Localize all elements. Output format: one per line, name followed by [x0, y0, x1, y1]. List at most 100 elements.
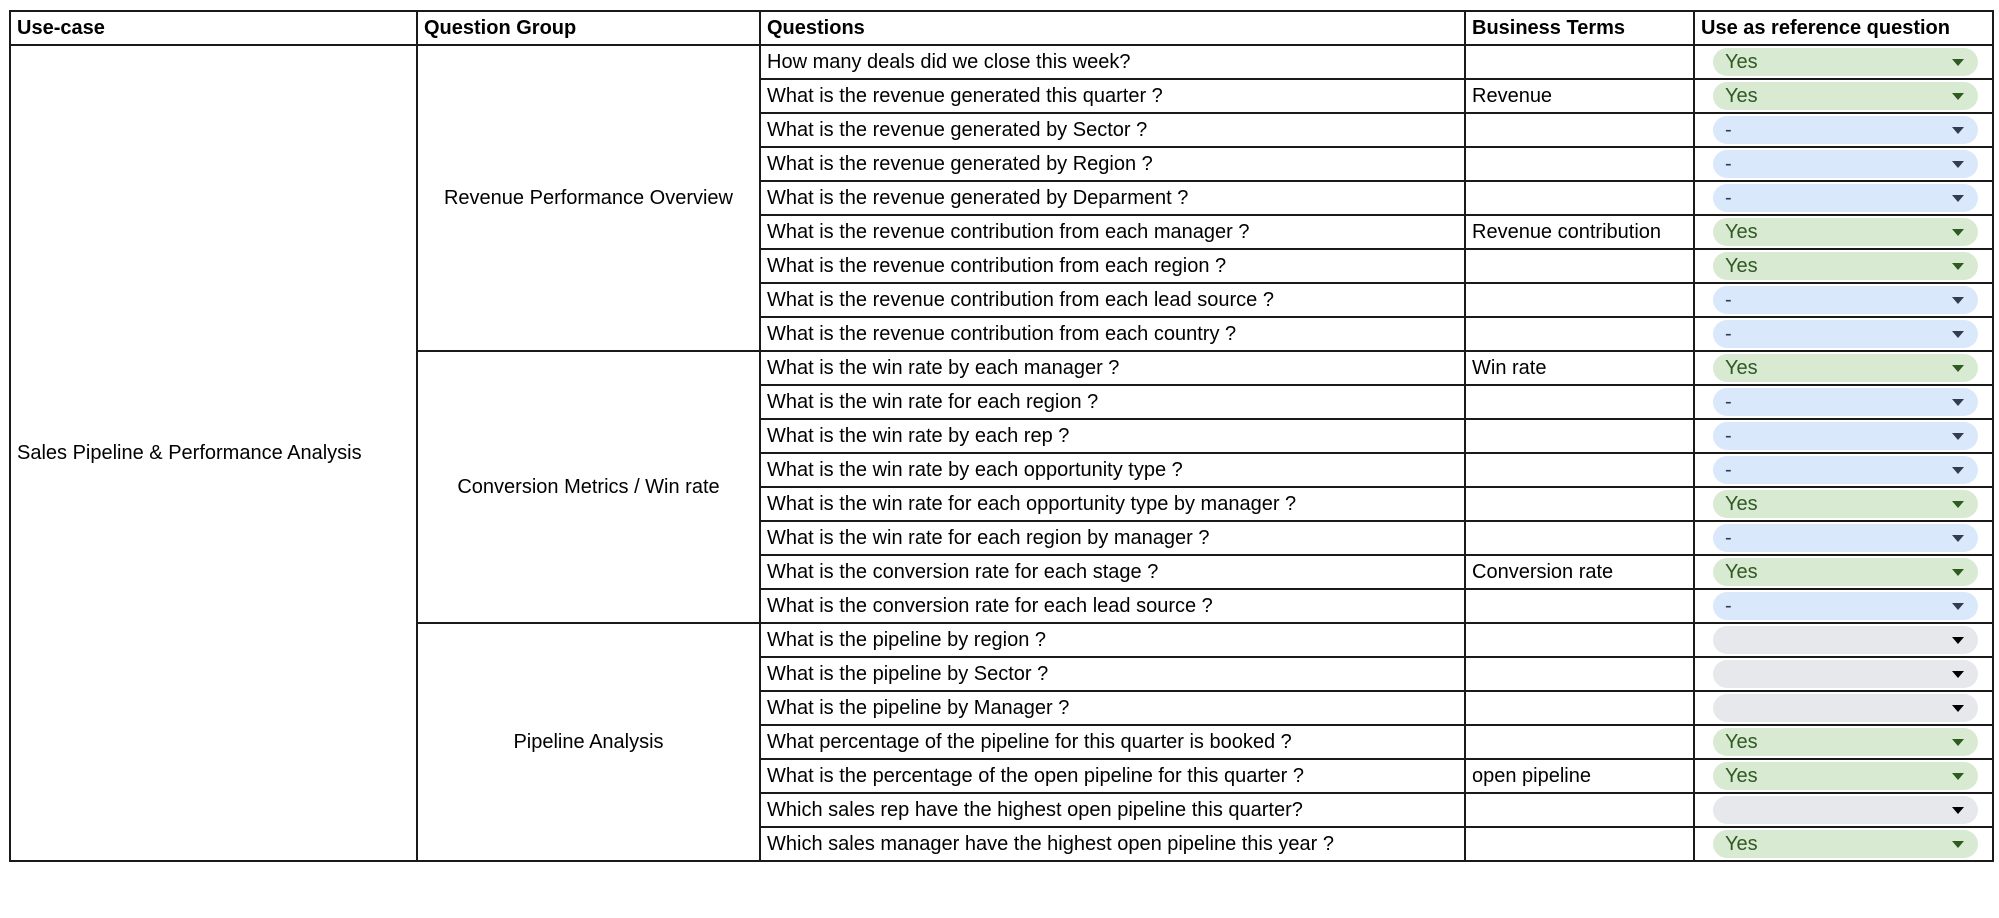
- reference-dropdown[interactable]: Yes: [1713, 830, 1978, 858]
- question-cell[interactable]: Which sales rep have the highest open pi…: [759, 792, 1466, 828]
- chevron-down-icon[interactable]: [1952, 500, 1964, 508]
- reference-dropdown[interactable]: -: [1713, 320, 1978, 348]
- reference-dropdown[interactable]: Yes: [1713, 354, 1978, 382]
- business-term-cell[interactable]: [1464, 486, 1695, 522]
- business-term-cell[interactable]: [1464, 248, 1695, 284]
- question-cell[interactable]: What is the revenue generated by Deparme…: [759, 180, 1466, 216]
- reference-dropdown[interactable]: Yes: [1713, 48, 1978, 76]
- reference-dropdown[interactable]: -: [1713, 184, 1978, 212]
- business-term-cell[interactable]: [1464, 826, 1695, 862]
- business-term-cell[interactable]: [1464, 792, 1695, 828]
- question-cell[interactable]: What is the conversion rate for each lea…: [759, 588, 1466, 624]
- chevron-down-icon[interactable]: [1952, 92, 1964, 100]
- chevron-down-icon[interactable]: [1952, 704, 1964, 712]
- business-term-cell[interactable]: [1464, 146, 1695, 182]
- reference-dropdown[interactable]: Yes: [1713, 82, 1978, 110]
- question-cell[interactable]: What is the win rate by each opportunity…: [759, 452, 1466, 488]
- business-term-cell[interactable]: [1464, 418, 1695, 454]
- business-term-cell[interactable]: [1464, 180, 1695, 216]
- business-term-cell[interactable]: [1464, 112, 1695, 148]
- chevron-down-icon[interactable]: [1952, 602, 1964, 610]
- question-cell[interactable]: What is the pipeline by Sector ?: [759, 656, 1466, 692]
- reference-dropdown[interactable]: Yes: [1713, 218, 1978, 246]
- business-term-cell[interactable]: Revenue contribution: [1464, 214, 1695, 250]
- chevron-down-icon[interactable]: [1952, 194, 1964, 202]
- chevron-down-icon[interactable]: [1952, 772, 1964, 780]
- chevron-down-icon[interactable]: [1952, 466, 1964, 474]
- question-cell[interactable]: What is the percentage of the open pipel…: [759, 758, 1466, 794]
- question-cell[interactable]: What percentage of the pipeline for this…: [759, 724, 1466, 760]
- business-term-cell[interactable]: open pipeline: [1464, 758, 1695, 794]
- question-cell[interactable]: What is the revenue contribution from ea…: [759, 316, 1466, 352]
- reference-dropdown[interactable]: -: [1713, 116, 1978, 144]
- reference-dropdown[interactable]: -: [1713, 456, 1978, 484]
- reference-dropdown[interactable]: Yes: [1713, 490, 1978, 518]
- question-cell[interactable]: What is the revenue contribution from ea…: [759, 282, 1466, 318]
- question-group-cell[interactable]: Conversion Metrics / Win rate: [416, 350, 761, 624]
- business-term-cell[interactable]: Conversion rate: [1464, 554, 1695, 590]
- question-cell[interactable]: Which sales manager have the highest ope…: [759, 826, 1466, 862]
- question-cell[interactable]: What is the pipeline by region ?: [759, 622, 1466, 658]
- reference-dropdown[interactable]: Yes: [1713, 728, 1978, 756]
- business-term-cell[interactable]: [1464, 724, 1695, 760]
- use-case-cell[interactable]: Sales Pipeline & Performance Analysis: [9, 44, 418, 862]
- business-term-cell[interactable]: Win rate: [1464, 350, 1695, 386]
- chevron-down-icon[interactable]: [1952, 806, 1964, 814]
- reference-dropdown[interactable]: -: [1713, 286, 1978, 314]
- reference-dropdown[interactable]: Yes: [1713, 762, 1978, 790]
- question-cell[interactable]: What is the revenue generated by Sector …: [759, 112, 1466, 148]
- reference-dropdown[interactable]: [1713, 660, 1978, 688]
- question-cell[interactable]: What is the revenue generated this quart…: [759, 78, 1466, 114]
- chevron-down-icon[interactable]: [1952, 228, 1964, 236]
- chevron-down-icon[interactable]: [1952, 398, 1964, 406]
- question-cell[interactable]: What is the win rate by each manager ?: [759, 350, 1466, 386]
- question-cell[interactable]: What is the win rate for each region ?: [759, 384, 1466, 420]
- reference-dropdown[interactable]: Yes: [1713, 252, 1978, 280]
- question-cell[interactable]: What is the revenue contribution from ea…: [759, 248, 1466, 284]
- chevron-down-icon[interactable]: [1952, 126, 1964, 134]
- question-cell[interactable]: What is the revenue generated by Region …: [759, 146, 1466, 182]
- question-cell[interactable]: What is the conversion rate for each sta…: [759, 554, 1466, 590]
- reference-dropdown[interactable]: -: [1713, 524, 1978, 552]
- chevron-down-icon[interactable]: [1952, 432, 1964, 440]
- reference-dropdown[interactable]: -: [1713, 150, 1978, 178]
- chevron-down-icon[interactable]: [1952, 364, 1964, 372]
- chevron-down-icon[interactable]: [1952, 738, 1964, 746]
- reference-dropdown[interactable]: [1713, 626, 1978, 654]
- reference-dropdown[interactable]: -: [1713, 388, 1978, 416]
- question-cell[interactable]: What is the win rate for each opportunit…: [759, 486, 1466, 522]
- chevron-down-icon[interactable]: [1952, 296, 1964, 304]
- question-group-cell[interactable]: Revenue Performance Overview: [416, 44, 761, 352]
- business-term-cell[interactable]: [1464, 282, 1695, 318]
- reference-dropdown[interactable]: [1713, 796, 1978, 824]
- question-group-cell[interactable]: Pipeline Analysis: [416, 622, 761, 862]
- business-term-cell[interactable]: [1464, 656, 1695, 692]
- business-term-cell[interactable]: [1464, 44, 1695, 80]
- business-term-cell[interactable]: [1464, 588, 1695, 624]
- question-cell[interactable]: What is the win rate by each rep ?: [759, 418, 1466, 454]
- chevron-down-icon[interactable]: [1952, 534, 1964, 542]
- business-term-cell[interactable]: [1464, 622, 1695, 658]
- question-cell[interactable]: What is the pipeline by Manager ?: [759, 690, 1466, 726]
- chevron-down-icon[interactable]: [1952, 568, 1964, 576]
- reference-dropdown[interactable]: [1713, 694, 1978, 722]
- question-cell[interactable]: What is the win rate for each region by …: [759, 520, 1466, 556]
- reference-dropdown[interactable]: -: [1713, 592, 1978, 620]
- chevron-down-icon[interactable]: [1952, 262, 1964, 270]
- business-term-cell[interactable]: Revenue: [1464, 78, 1695, 114]
- business-term-cell[interactable]: [1464, 452, 1695, 488]
- business-term-cell[interactable]: [1464, 316, 1695, 352]
- chevron-down-icon[interactable]: [1952, 330, 1964, 338]
- business-term-cell[interactable]: [1464, 384, 1695, 420]
- question-cell[interactable]: What is the revenue contribution from ea…: [759, 214, 1466, 250]
- question-cell[interactable]: How many deals did we close this week?: [759, 44, 1466, 80]
- reference-dropdown[interactable]: Yes: [1713, 558, 1978, 586]
- business-term-cell[interactable]: [1464, 690, 1695, 726]
- reference-dropdown[interactable]: -: [1713, 422, 1978, 450]
- business-term-cell[interactable]: [1464, 520, 1695, 556]
- chevron-down-icon[interactable]: [1952, 636, 1964, 644]
- chevron-down-icon[interactable]: [1952, 670, 1964, 678]
- chevron-down-icon[interactable]: [1952, 840, 1964, 848]
- chevron-down-icon[interactable]: [1952, 160, 1964, 168]
- chevron-down-icon[interactable]: [1952, 58, 1964, 66]
